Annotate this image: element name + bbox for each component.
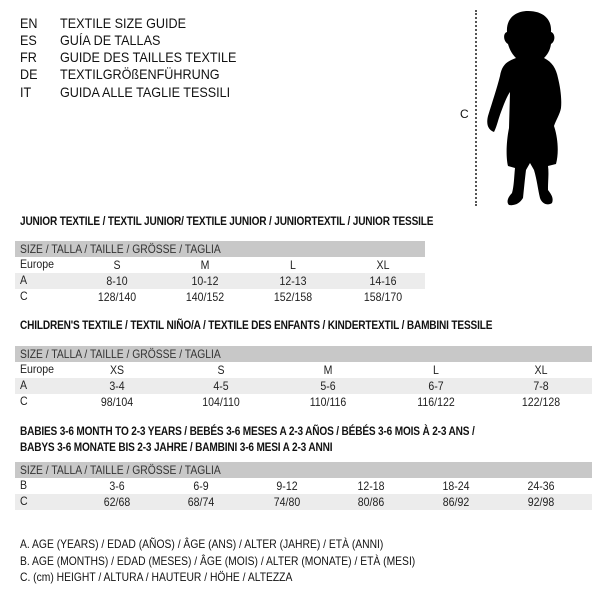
table-cell: 10-12 [191, 274, 219, 288]
legend-age-years: A. AGE (YEARS) / EDAD (AÑOS) / ÂGE (ANS)… [20, 537, 384, 551]
table-cell: 122/128 [521, 395, 561, 409]
lang-code-it: IT [20, 84, 32, 100]
table-header: SIZE / TALLA / TAILLE / GRÖSSE / TAGLIA [15, 241, 425, 257]
lang-code-es: ES [20, 32, 37, 48]
table-cell: 5-6 [320, 379, 336, 393]
table-cell: L [290, 258, 296, 272]
row-label: Europe [20, 362, 55, 376]
table-cell: 86/92 [442, 495, 470, 509]
title-it: GUIDA ALLE TAGLIE TESSILI [60, 84, 231, 100]
table-cell: 12-13 [279, 274, 307, 288]
table-cell: 152/158 [273, 290, 313, 304]
table-cell: 12-18 [357, 479, 385, 493]
legend-height: C. (cm) HEIGHT / ALTURA / HAUTEUR / HÖHE… [20, 570, 293, 584]
babies-section-title: BABIES 3-6 MONTH TO 2-3 YEARS / BEBÉS 3-… [20, 424, 475, 438]
table-header-label: SIZE / TALLA / TAILLE / GRÖSSE / TAGLIA [20, 463, 221, 477]
row-label: B [20, 478, 28, 492]
table-cell: 74/80 [273, 495, 301, 509]
lang-code-fr: FR [20, 49, 37, 65]
table-cell: 128/140 [97, 290, 137, 304]
table-cell: XL [376, 258, 390, 272]
lang-code-en: EN [20, 15, 38, 31]
table-cell: 158/170 [363, 290, 403, 304]
row-label: Europe [20, 257, 55, 271]
table-cell: 6-7 [428, 379, 444, 393]
table-cell: 104/110 [202, 395, 240, 409]
table-cell: 18-24 [442, 479, 470, 493]
title-de: TEXTILGRÖßENFÜHRUNG [60, 66, 220, 82]
table-cell: XL [534, 363, 548, 377]
table-row: B 3-6 6-9 9-12 12-18 18-24 24-36 [15, 478, 592, 494]
row-label: C [20, 289, 28, 303]
row-label: A [20, 273, 28, 287]
table-cell: S [217, 363, 225, 377]
table-cell: S [113, 258, 121, 272]
row-label: C [20, 494, 28, 508]
title-en: TEXTILE SIZE GUIDE [60, 15, 187, 31]
table-row: C 62/68 68/74 74/80 80/86 86/92 92/98 [15, 494, 592, 510]
table-cell: 3-4 [109, 379, 125, 393]
table-row: C 128/140 140/152 152/158 158/170 [15, 289, 425, 305]
table-row: A 8-10 10-12 12-13 14-16 [15, 273, 425, 289]
lang-code-de: DE [20, 66, 38, 82]
table-cell: 98/104 [100, 395, 134, 409]
title-fr: GUIDE DES TAILLES TEXTILE [60, 49, 237, 65]
row-label: C [20, 394, 28, 408]
table-header-label: SIZE / TALLA / TAILLE / GRÖSSE / TAGLIA [20, 242, 221, 256]
table-row: Europe XS S M L XL [15, 362, 592, 378]
table-cell: M [200, 258, 210, 272]
table-header-label: SIZE / TALLA / TAILLE / GRÖSSE / TAGLIA [20, 347, 221, 361]
table-cell: 3-6 [109, 479, 125, 493]
table-cell: 8-10 [106, 274, 128, 288]
table-cell: XS [109, 363, 125, 377]
table-cell: 92/98 [527, 495, 555, 509]
table-cell: 62/68 [103, 495, 131, 509]
table-cell: 24-36 [527, 479, 555, 493]
table-row: C 98/104 104/110 110/116 116/122 122/128 [15, 394, 592, 410]
table-cell: 110/116 [309, 395, 347, 409]
table-cell: 116/122 [417, 395, 455, 409]
title-es: GUÍA DE TALLAS [60, 32, 161, 48]
table-header: SIZE / TALLA / TAILLE / GRÖSSE / TAGLIA [15, 462, 592, 478]
table-cell: M [323, 363, 333, 377]
table-cell: 4-5 [213, 379, 229, 393]
table-cell: 68/74 [187, 495, 215, 509]
table-cell: 80/86 [357, 495, 385, 509]
table-cell: 6-9 [193, 479, 209, 493]
table-row: A 3-4 4-5 5-6 6-7 7-8 [15, 378, 592, 394]
table-cell: 14-16 [369, 274, 397, 288]
table-cell: 9-12 [276, 479, 298, 493]
table-row: Europe S M L XL [15, 257, 425, 273]
table-header: SIZE / TALLA / TAILLE / GRÖSSE / TAGLIA [15, 346, 592, 362]
table-cell: 7-8 [533, 379, 549, 393]
table-cell: L [433, 363, 439, 377]
children-section-title: CHILDREN'S TEXTILE / TEXTIL NIÑO/A / TEX… [20, 318, 493, 332]
junior-section-title: JUNIOR TEXTILE / TEXTIL JUNIOR/ TEXTILE … [20, 214, 434, 228]
height-measure-label: C [460, 107, 469, 121]
table-cell: 140/152 [185, 290, 225, 304]
legend-age-months: B. AGE (MONTHS) / EDAD (MESES) / ÂGE (MO… [20, 554, 416, 568]
height-dashed-line [475, 10, 477, 206]
child-silhouette-icon [487, 11, 562, 206]
row-label: A [20, 378, 28, 392]
babies-section-title: BABYS 3-6 MONATE BIS 2-3 JAHRE / BAMBINI… [20, 440, 333, 454]
